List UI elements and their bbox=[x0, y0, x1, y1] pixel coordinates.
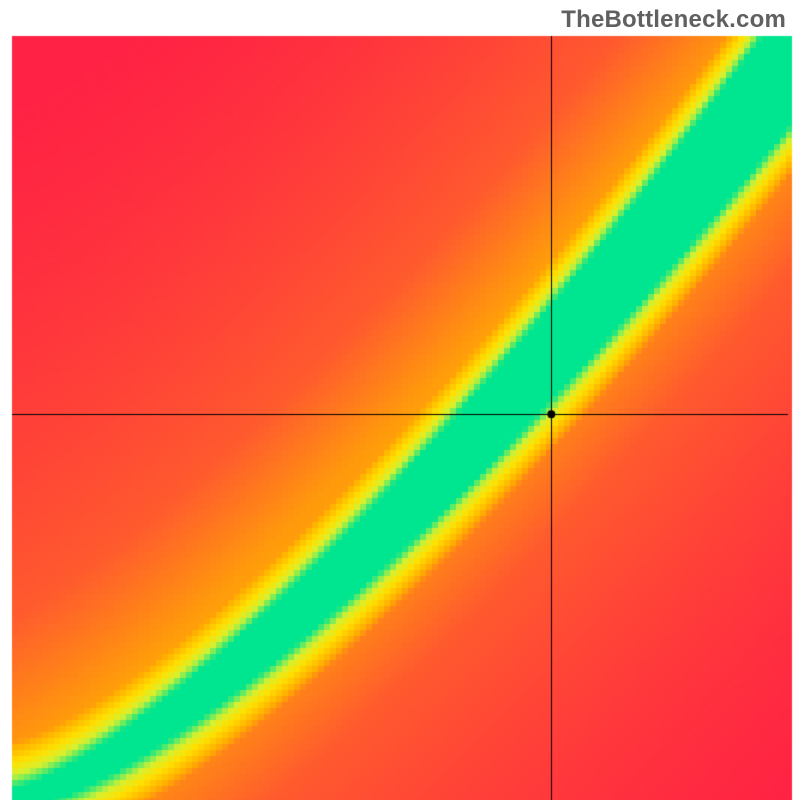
bottleneck-heatmap bbox=[0, 0, 800, 800]
chart-container: TheBottleneck.com bbox=[0, 0, 800, 800]
watermark-text: TheBottleneck.com bbox=[561, 6, 786, 34]
